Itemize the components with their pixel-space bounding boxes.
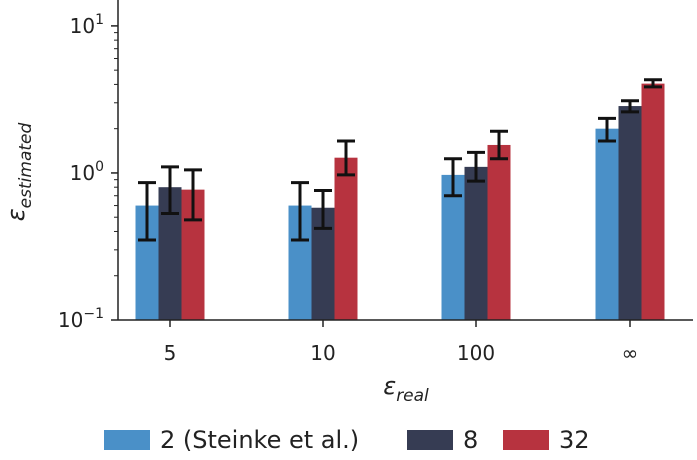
legend-swatch — [503, 430, 549, 450]
legend-label: 2 (Steinke et al.) — [160, 426, 359, 454]
y-tick-label: 100 — [70, 159, 104, 185]
x-tick-label: 5 — [164, 341, 177, 365]
bar — [135, 205, 159, 320]
x-tick-label: 100 — [457, 341, 495, 365]
error-bars-layer — [138, 78, 662, 242]
bar — [334, 157, 358, 320]
bar — [311, 207, 335, 320]
bar — [618, 106, 642, 321]
legend: 2 (Steinke et al.) 8 32 — [104, 426, 590, 454]
bar — [181, 189, 205, 320]
legend-swatch — [104, 430, 150, 450]
x-tick-label: 10 — [310, 341, 335, 365]
bars-layer — [135, 83, 665, 321]
bar — [158, 187, 182, 320]
bar — [288, 205, 312, 320]
legend-label: 8 — [463, 426, 478, 454]
bar — [641, 83, 665, 320]
legend-swatch — [407, 430, 453, 450]
x-axis-label: εreal — [383, 372, 429, 406]
y-tick-label: 101 — [70, 12, 104, 38]
y-tick-label: 10−1 — [58, 306, 104, 332]
legend-label: 32 — [559, 426, 590, 454]
y-axis-label: εestimated — [2, 123, 36, 222]
bar — [464, 166, 488, 320]
bar — [487, 144, 511, 320]
bar — [595, 128, 619, 320]
axes-layer — [111, 0, 693, 327]
bar — [441, 174, 465, 320]
x-tick-label: ∞ — [622, 341, 639, 365]
labels-layer: 10−1 100 101 5 10 100 ∞ εreal εestimated — [2, 12, 638, 406]
